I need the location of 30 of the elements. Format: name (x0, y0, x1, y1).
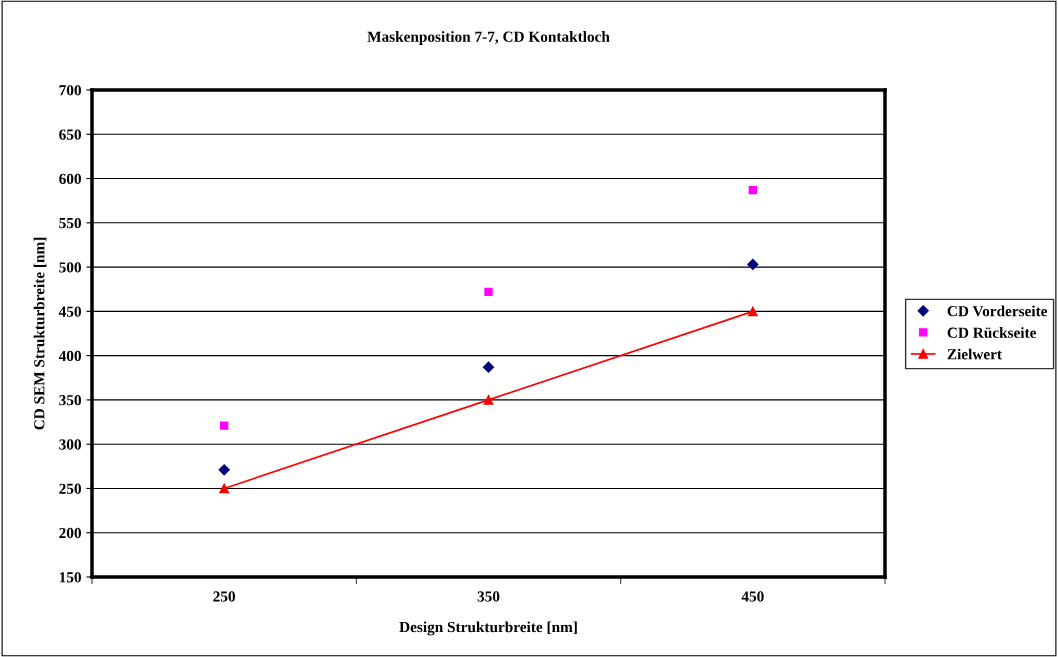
legend-label: CD Vorderseite (947, 305, 1048, 317)
point (747, 306, 758, 317)
legend-label: CD Rückseite (947, 327, 1037, 338)
legend-label: Zielwert (947, 348, 1002, 360)
point (218, 464, 230, 476)
x-tick-label: 450 (741, 591, 764, 602)
point (219, 483, 230, 494)
y-tick-label: 200 (59, 527, 81, 539)
y-tick-label: 550 (59, 217, 81, 229)
chart-title: Maskenposition 7-7, CD Kontaktloch (367, 31, 610, 45)
x-tick-label: 350 (477, 591, 500, 602)
y-tick-label: 150 (59, 572, 81, 583)
point (482, 361, 495, 373)
y-tick-label: 450 (58, 306, 81, 317)
y-axis-title: CD SEM Strukturbreite [nm] (33, 237, 47, 430)
x-tick-label: 250 (213, 591, 236, 602)
y-tick-label: 350 (59, 395, 81, 406)
y-tick-label: 600 (59, 173, 81, 184)
y-tick-label: 700 (59, 85, 81, 96)
x-axis-title: Design Strukturbreite [nm] (399, 621, 577, 636)
y-tick-label: 300 (59, 439, 81, 450)
point (219, 421, 229, 430)
point (483, 395, 494, 405)
point (484, 287, 493, 297)
point (748, 185, 758, 195)
y-tick-label: 650 (59, 129, 81, 140)
point (747, 258, 759, 271)
y-tick-label: 400 (58, 350, 81, 362)
y-tick-label: 500 (59, 262, 81, 273)
y-tick-label: 250 (59, 483, 81, 494)
